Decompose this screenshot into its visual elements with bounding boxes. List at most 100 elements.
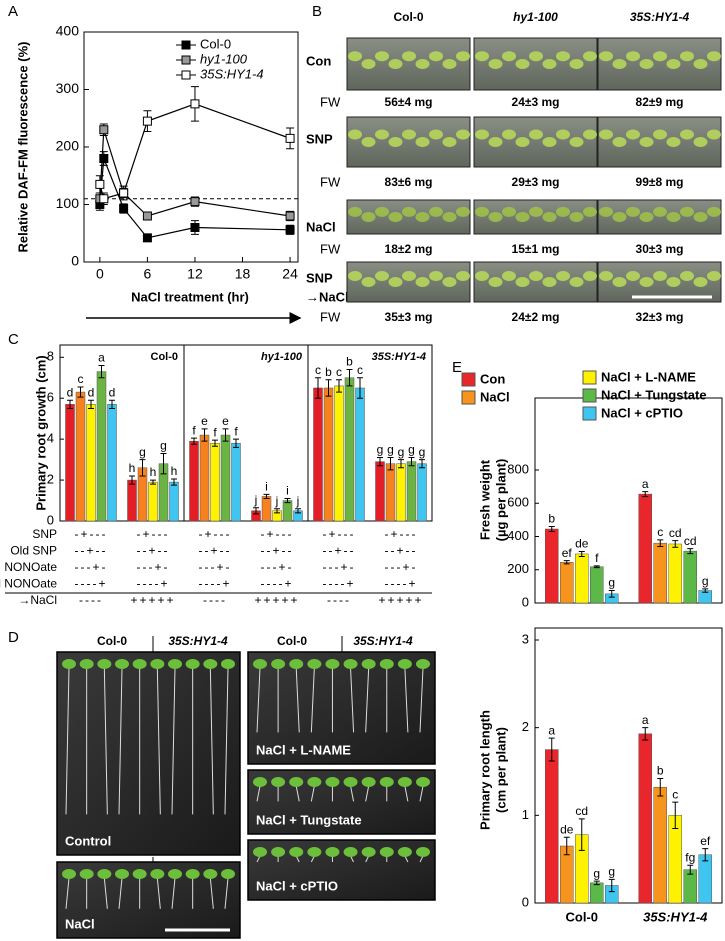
table-cell: -+--- xyxy=(323,527,356,541)
error-bar xyxy=(171,478,177,486)
root xyxy=(350,785,355,802)
table-cell: ---+- xyxy=(261,560,294,574)
legend-swatch xyxy=(181,55,191,65)
significance-letter: g xyxy=(408,443,415,457)
leaf xyxy=(442,277,457,287)
significance-letter: d xyxy=(67,385,74,399)
significance-letter: g xyxy=(139,445,146,459)
root xyxy=(103,877,108,909)
significance-letter: g xyxy=(608,576,615,590)
bar xyxy=(545,528,559,604)
significance-letter: g xyxy=(608,865,615,879)
bar xyxy=(375,461,385,522)
root xyxy=(419,785,424,802)
table-cell: ----+ xyxy=(323,577,356,591)
leaf xyxy=(348,271,362,281)
cotyledon xyxy=(325,777,340,787)
bar xyxy=(344,377,355,522)
table-cell: --+-- xyxy=(137,544,170,558)
leaf xyxy=(639,137,654,147)
legend-swatch xyxy=(181,70,191,80)
data-point xyxy=(119,204,129,214)
significance-letter: g xyxy=(398,445,405,459)
error-bar xyxy=(578,818,585,851)
root xyxy=(118,667,123,815)
leaf xyxy=(707,129,721,140)
error-bar xyxy=(222,428,229,442)
cotyledon xyxy=(397,847,412,857)
error-bar xyxy=(642,727,649,741)
leaf xyxy=(542,59,557,69)
bar xyxy=(96,371,107,522)
treatment-label: NaCl xyxy=(65,916,95,931)
data-point xyxy=(190,99,200,109)
column-header: 35S:HY1-4 xyxy=(168,634,228,648)
root xyxy=(404,785,409,802)
plot-frame xyxy=(534,397,723,604)
table-cell: -+--- xyxy=(199,527,232,541)
y-tick-label: 300 xyxy=(56,80,80,96)
error-bar xyxy=(408,457,415,467)
cotyledon xyxy=(271,659,286,669)
leaf xyxy=(693,277,708,287)
bar xyxy=(545,749,559,904)
bar xyxy=(683,550,697,604)
cotyledon xyxy=(115,869,129,879)
cotyledon xyxy=(97,659,112,669)
leaf xyxy=(456,271,470,281)
bar xyxy=(406,461,417,522)
cotyledon xyxy=(343,659,358,669)
table-cell: +++++ xyxy=(130,593,175,607)
cotyledon xyxy=(325,847,340,857)
leaf xyxy=(361,59,376,69)
cotyledon xyxy=(343,777,358,787)
leaf xyxy=(542,137,557,147)
fresh-weight: 24±2 mg xyxy=(512,310,560,324)
y-tick-label: 400 xyxy=(56,23,80,39)
table-row-label: NONOate xyxy=(4,560,57,574)
root xyxy=(295,855,300,863)
leaf xyxy=(515,59,530,69)
root xyxy=(256,855,261,863)
leaf xyxy=(639,277,654,287)
root xyxy=(350,667,355,733)
leaf xyxy=(680,129,694,140)
root xyxy=(365,667,370,733)
cotyledon xyxy=(379,847,394,857)
y-tick-label: 600 xyxy=(507,495,529,510)
cotyledon xyxy=(361,777,376,787)
error-bar xyxy=(578,550,585,557)
bar xyxy=(261,496,272,522)
leaf xyxy=(415,137,430,147)
bar xyxy=(199,434,210,522)
leaf xyxy=(502,51,516,62)
fresh-weight: 24±3 mg xyxy=(512,95,560,109)
error-bar xyxy=(109,399,115,409)
fresh-weight: 30±3 mg xyxy=(636,242,684,256)
panel-letter: A xyxy=(8,3,18,20)
fresh-weight: 32±3 mg xyxy=(636,310,684,324)
significance-letter: b xyxy=(346,355,353,369)
leaf xyxy=(348,206,362,217)
cotyledon xyxy=(150,659,165,669)
treatment-label: NaCl + cPTIO xyxy=(256,878,338,893)
table-cell: ---+- xyxy=(137,560,170,574)
panel-letter: E xyxy=(452,359,462,376)
y-tick-label: 0 xyxy=(522,894,529,909)
root xyxy=(256,785,261,802)
leaf xyxy=(569,59,584,69)
leaf xyxy=(502,206,516,217)
error-bar xyxy=(657,539,664,547)
root xyxy=(365,855,370,863)
table-row-label: SNP xyxy=(32,527,57,541)
leaf xyxy=(556,129,570,140)
bar xyxy=(417,463,427,522)
error-bar xyxy=(284,497,291,504)
fw-label: FW xyxy=(320,241,341,256)
significance-letter: h xyxy=(171,464,178,478)
y-tick-label: 2 xyxy=(522,719,529,734)
cotyledon xyxy=(132,659,147,669)
table-cell: --+-- xyxy=(323,544,356,558)
leaf xyxy=(429,51,443,62)
column-header: hy1-100 xyxy=(513,10,558,24)
